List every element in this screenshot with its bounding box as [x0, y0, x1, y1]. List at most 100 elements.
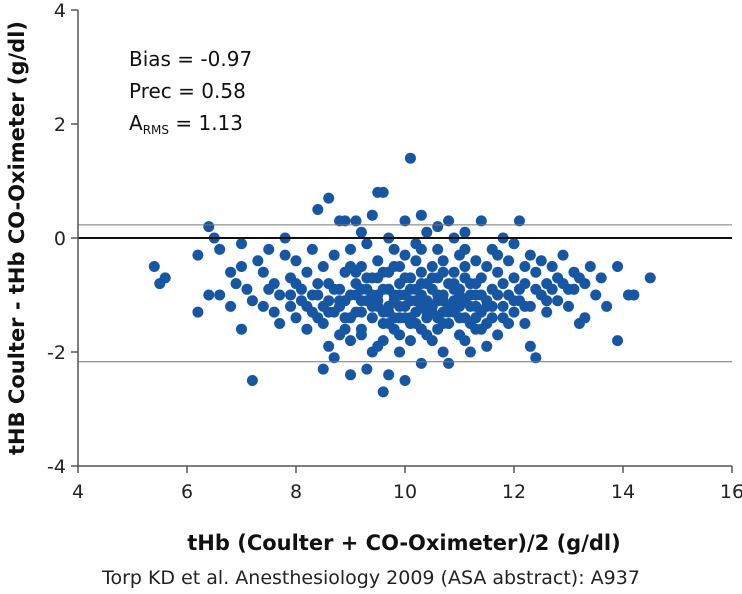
- data-point: [481, 261, 493, 272]
- data-point: [246, 295, 258, 307]
- data-point: [443, 215, 455, 227]
- data-point: [535, 255, 547, 267]
- data-point: [361, 363, 373, 375]
- data-point: [317, 363, 329, 375]
- data-point: [486, 300, 498, 312]
- data-point: [306, 243, 318, 255]
- data-point: [339, 323, 351, 335]
- data-point: [415, 278, 427, 290]
- data-point: [355, 283, 367, 295]
- data-point: [317, 261, 329, 272]
- data-point: [492, 289, 504, 301]
- data-point: [612, 335, 624, 347]
- data-point: [388, 243, 400, 255]
- data-point: [355, 329, 367, 341]
- data-point: [448, 278, 460, 290]
- data-point: [497, 300, 509, 312]
- data-point: [557, 249, 569, 261]
- data-point: [459, 335, 471, 347]
- data-point: [334, 295, 346, 307]
- x-tick-label: 12: [502, 481, 526, 503]
- data-point: [437, 255, 449, 267]
- data-point: [388, 289, 400, 301]
- data-point: [252, 255, 264, 267]
- data-point: [541, 295, 553, 307]
- data-point: [503, 255, 515, 267]
- data-point: [464, 289, 476, 301]
- data-point: [546, 283, 558, 295]
- data-point: [394, 329, 406, 341]
- data-point: [290, 255, 302, 267]
- data-point: [497, 278, 509, 290]
- data-point: [301, 300, 313, 312]
- data-point: [421, 295, 433, 307]
- x-tick-label: 16: [720, 481, 742, 503]
- arms-main: A: [129, 111, 143, 135]
- data-point: [519, 300, 531, 312]
- data-point: [279, 249, 291, 261]
- data-point: [241, 283, 253, 295]
- data-point: [459, 243, 471, 255]
- data-point: [513, 215, 525, 227]
- data-point: [377, 186, 389, 198]
- data-point: [475, 215, 487, 227]
- data-point: [154, 278, 166, 290]
- data-point: [285, 289, 297, 301]
- data-point: [595, 272, 607, 284]
- data-point: [225, 266, 237, 278]
- x-tick-label: 6: [181, 481, 193, 503]
- data-point: [246, 375, 258, 386]
- data-point: [454, 312, 465, 324]
- data-point: [470, 278, 482, 290]
- data-point: [568, 283, 580, 295]
- data-point: [475, 289, 487, 301]
- data-point: [432, 243, 444, 255]
- data-point: [530, 352, 542, 364]
- data-point: [612, 261, 624, 272]
- data-point: [426, 335, 438, 347]
- data-point: [372, 255, 384, 267]
- data-point: [290, 278, 302, 290]
- data-point: [601, 300, 613, 312]
- data-point: [345, 335, 356, 347]
- data-point: [394, 261, 406, 272]
- data-point: [399, 375, 411, 386]
- data-point: [203, 289, 215, 301]
- data-point: [383, 318, 395, 329]
- data-point: [290, 312, 302, 324]
- data-point: [366, 312, 378, 324]
- data-point: [394, 346, 406, 358]
- data-point: [399, 249, 411, 261]
- data-point: [459, 226, 471, 238]
- data-point: [541, 306, 553, 318]
- data-point: [328, 352, 340, 364]
- data-point: [410, 255, 422, 267]
- data-point: [443, 357, 455, 369]
- data-point: [377, 386, 389, 398]
- data-point: [225, 300, 237, 312]
- prec-annotation: Prec = 0.58: [129, 79, 246, 103]
- data-point: [590, 289, 602, 301]
- data-point: [274, 289, 286, 301]
- data-point: [508, 238, 520, 250]
- data-point: [263, 283, 275, 295]
- y-axis-title: tHB Coulter - tHb CO-Oximeter (g/dl): [5, 21, 29, 455]
- data-point: [421, 226, 433, 238]
- data-point: [355, 226, 367, 238]
- data-point: [301, 323, 313, 335]
- data-point: [404, 295, 416, 307]
- data-point: [345, 243, 356, 255]
- data-point: [519, 318, 531, 329]
- data-point: [437, 266, 449, 278]
- data-point: [285, 300, 297, 312]
- data-point: [530, 266, 542, 278]
- data-point: [372, 340, 384, 352]
- data-point: [236, 261, 247, 272]
- data-point: [508, 272, 520, 284]
- data-point: [459, 272, 471, 284]
- y-tick-label: 4: [54, 0, 66, 22]
- data-point: [312, 312, 324, 324]
- data-point: [415, 323, 427, 335]
- data-point: [524, 249, 536, 261]
- data-point: [470, 300, 482, 312]
